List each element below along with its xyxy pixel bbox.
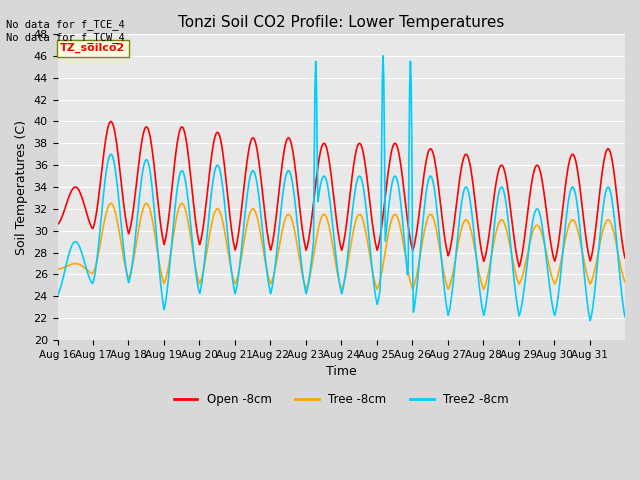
Tree2 -8cm	[274, 237, 282, 242]
Tree -8cm	[107, 201, 115, 206]
Line: Tree2 -8cm: Tree2 -8cm	[58, 56, 625, 321]
Open -8cm	[107, 119, 115, 124]
Tree -8cm	[433, 227, 440, 233]
Open -8cm	[253, 148, 261, 154]
Tree2 -8cm	[380, 53, 387, 59]
Legend: Open -8cm, Tree -8cm, Tree2 -8cm: Open -8cm, Tree -8cm, Tree2 -8cm	[169, 388, 513, 411]
Line: Tree -8cm: Tree -8cm	[58, 204, 625, 289]
Tree -8cm	[444, 287, 452, 292]
Tree2 -8cm	[401, 240, 408, 245]
Tree -8cm	[54, 266, 61, 272]
Tree2 -8cm	[120, 251, 128, 256]
Tree -8cm	[401, 248, 408, 253]
Tree -8cm	[253, 215, 261, 221]
Text: No data for f_TCE_4
No data for f_TCW_4: No data for f_TCE_4 No data for f_TCW_4	[6, 19, 125, 43]
Y-axis label: Soil Temperatures (C): Soil Temperatures (C)	[15, 120, 28, 254]
Tree -8cm	[275, 247, 283, 252]
Text: TZ_soilco2: TZ_soilco2	[60, 43, 125, 53]
Open -8cm	[433, 168, 440, 173]
Tree2 -8cm	[225, 240, 232, 246]
Tree2 -8cm	[433, 202, 440, 207]
Tree2 -8cm	[621, 314, 629, 320]
Line: Open -8cm: Open -8cm	[58, 121, 625, 267]
Open -8cm	[225, 207, 233, 213]
X-axis label: Time: Time	[326, 365, 356, 378]
Tree2 -8cm	[54, 292, 61, 298]
Open -8cm	[121, 210, 129, 216]
Open -8cm	[54, 222, 61, 228]
Open -8cm	[401, 192, 408, 198]
Open -8cm	[515, 264, 523, 270]
Tree -8cm	[225, 255, 233, 261]
Title: Tonzi Soil CO2 Profile: Lower Temperatures: Tonzi Soil CO2 Profile: Lower Temperatur…	[178, 15, 504, 30]
Open -8cm	[275, 191, 283, 197]
Tree2 -8cm	[586, 318, 594, 324]
Open -8cm	[621, 255, 629, 261]
Tree2 -8cm	[253, 178, 260, 184]
Tree -8cm	[121, 262, 129, 267]
Tree -8cm	[621, 279, 629, 285]
